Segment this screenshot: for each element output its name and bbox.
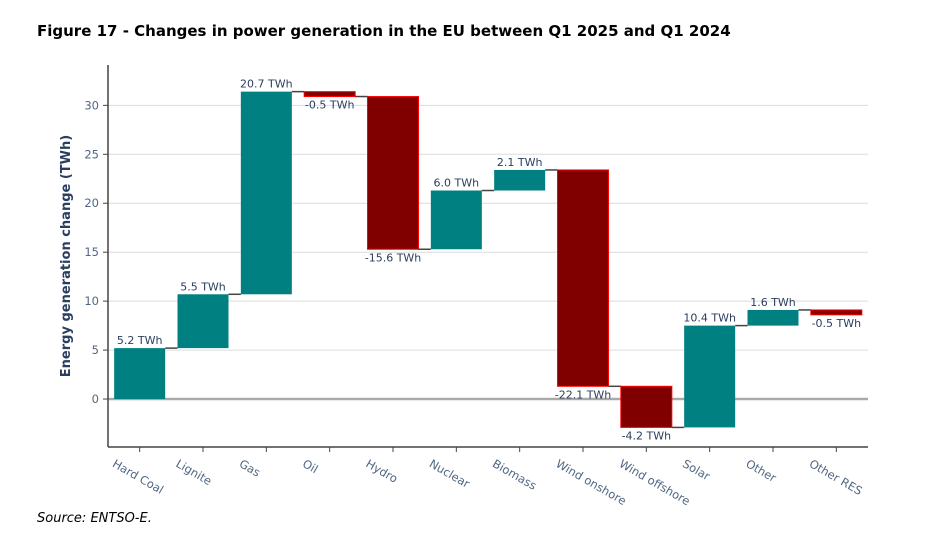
y-axis-label: Energy generation change (TWh) <box>59 135 74 377</box>
bar-solar <box>684 325 736 428</box>
y-tick-label: 15 <box>84 245 99 259</box>
x-tick-label: Wind offshore <box>617 456 693 508</box>
bar-gas <box>240 91 292 295</box>
y-tick-label: 25 <box>84 147 99 161</box>
x-tick-label: Gas <box>237 456 263 479</box>
data-label: 6.0 TWh <box>434 177 480 190</box>
data-label: 10.4 TWh <box>683 312 736 325</box>
bar-other <box>747 309 799 326</box>
x-tick-label: Other RES <box>807 456 865 498</box>
bar-hydro <box>367 96 419 250</box>
data-label: -22.1 TWh <box>555 388 612 401</box>
data-label: -15.6 TWh <box>365 251 422 264</box>
x-tick-label: Nuclear <box>427 456 473 490</box>
bar-wind-onshore <box>557 169 609 387</box>
bar-lignite <box>177 294 229 349</box>
x-tick-label: Biomass <box>490 456 539 492</box>
y-tick-label: 30 <box>84 98 99 112</box>
bar-wind-offshore <box>620 385 673 428</box>
bar-other-res <box>810 309 863 316</box>
data-label: -0.5 TWh <box>305 99 355 112</box>
data-label: 5.5 TWh <box>180 280 226 293</box>
x-tick-label: Hydro <box>364 456 401 485</box>
data-label: 20.7 TWh <box>240 78 293 91</box>
data-label: -0.5 TWh <box>812 317 862 330</box>
bar-nuclear <box>430 190 482 250</box>
bar-hard-coal <box>114 348 166 400</box>
x-tick-label: Hard Coal <box>110 456 166 496</box>
y-tick-label: 20 <box>84 196 99 210</box>
y-tick-label: 10 <box>84 294 99 308</box>
data-label: 5.2 TWh <box>117 334 163 347</box>
data-label: 2.1 TWh <box>497 156 543 169</box>
x-tick-label: Lignite <box>174 456 215 488</box>
x-tick-label: Solar <box>680 456 713 483</box>
y-tick-label: 5 <box>92 343 99 357</box>
x-tick-label: Wind onshore <box>554 456 629 507</box>
chart-title: Figure 17 - Changes in power generation … <box>37 22 731 40</box>
x-tick-label: Oil <box>300 456 320 476</box>
x-tick-label: Other <box>744 456 780 485</box>
bar-biomass <box>494 169 546 191</box>
source-note: Source: ENTSO-E. <box>37 511 152 526</box>
bar-oil <box>303 91 356 98</box>
data-label: -4.2 TWh <box>622 429 672 442</box>
data-label: 1.6 TWh <box>750 296 796 309</box>
y-tick-label: 0 <box>92 392 99 406</box>
